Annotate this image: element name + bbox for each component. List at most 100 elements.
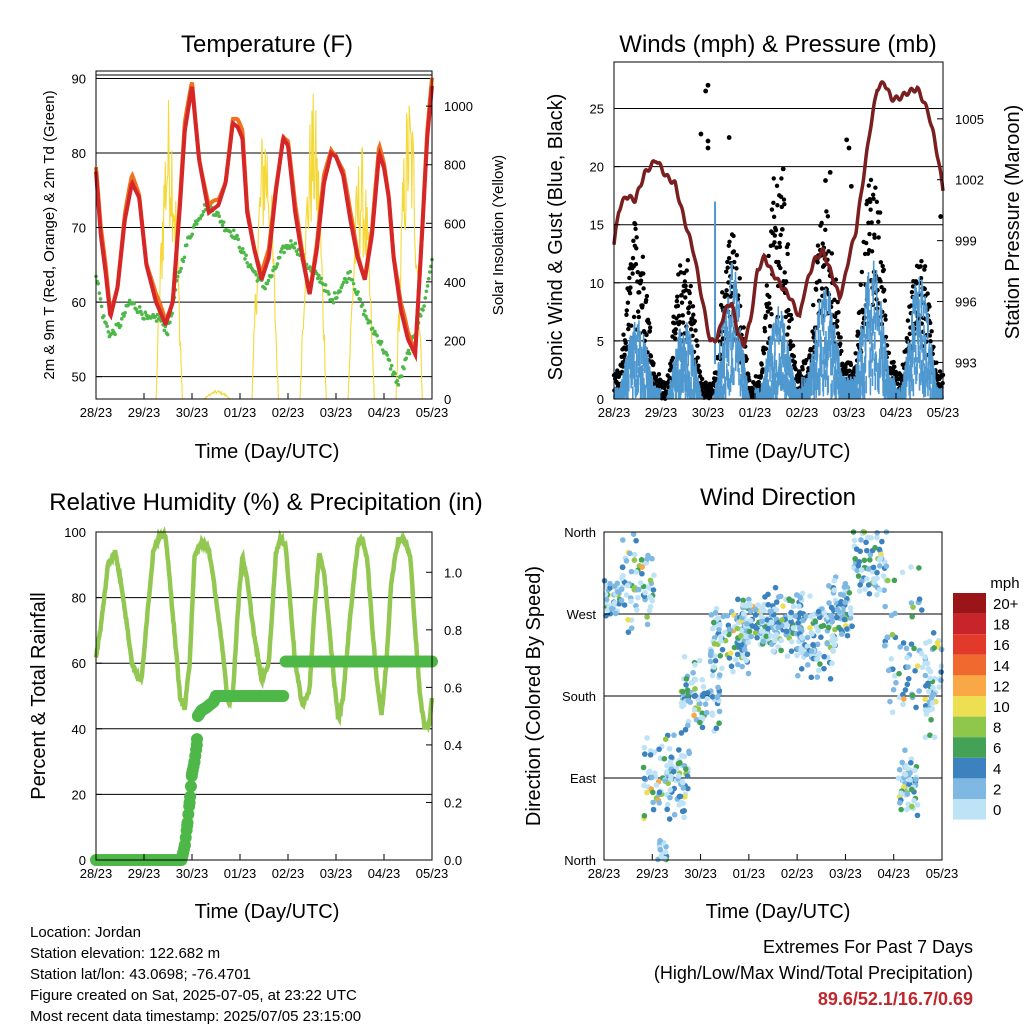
direction-point	[717, 634, 724, 640]
direction-point	[867, 552, 874, 558]
direction-point	[887, 698, 893, 705]
direction-point	[897, 800, 903, 806]
direction-point	[874, 529, 880, 536]
gust-point	[785, 251, 790, 257]
direction-point	[840, 592, 847, 599]
y2-tick-label: 1002	[955, 173, 984, 188]
direction-point	[916, 596, 923, 602]
direction-point	[676, 802, 683, 808]
gust-point	[686, 310, 691, 316]
direction-point	[666, 816, 673, 822]
direction-point	[855, 562, 862, 569]
direction-point	[842, 599, 848, 606]
dewpoint-point	[380, 348, 385, 352]
direction-point	[656, 800, 662, 806]
direction-point	[925, 681, 931, 688]
direction-point	[715, 684, 721, 691]
gust-point	[690, 316, 695, 321]
gust-point	[767, 323, 773, 329]
direction-point	[683, 766, 689, 772]
gust-point	[864, 201, 869, 207]
dewpoint-point	[387, 358, 392, 362]
gust-point	[853, 351, 858, 356]
gust-point	[747, 377, 752, 383]
direction-point	[914, 802, 921, 808]
y-tick-label: 40	[72, 722, 86, 737]
direction-point	[712, 610, 719, 616]
direction-point	[874, 569, 880, 576]
direction-point	[691, 712, 697, 719]
direction-point	[862, 586, 868, 592]
x-tick-label: 04/23	[368, 405, 401, 420]
direction-point	[754, 634, 760, 641]
gust-point	[881, 287, 887, 293]
x-tick-label: 03/23	[829, 866, 862, 881]
dewpoint-point	[240, 246, 245, 251]
direction-point	[908, 760, 914, 766]
direction-point	[679, 688, 686, 695]
y2-tick-label: 600	[444, 216, 466, 231]
gust-point	[771, 200, 776, 205]
direction-point	[646, 607, 653, 614]
direction-point	[829, 618, 836, 625]
precip-point	[183, 800, 196, 813]
direction-point	[831, 577, 837, 584]
dewpoint-point	[97, 291, 102, 295]
direction-point	[768, 619, 775, 626]
direction-point	[784, 653, 791, 659]
direction-point	[738, 633, 744, 639]
gust-point	[838, 335, 843, 340]
gust-point	[788, 339, 793, 344]
direction-point	[908, 564, 914, 570]
direction-point	[851, 537, 858, 544]
direction-point	[759, 618, 765, 625]
direction-point	[908, 641, 915, 647]
direction-point	[735, 596, 741, 603]
gust-point	[759, 362, 764, 367]
legend-swatch	[953, 593, 986, 614]
direction-point	[775, 594, 782, 600]
legend-swatch	[953, 696, 986, 717]
dewpoint-point	[327, 292, 331, 296]
direction-point	[755, 602, 761, 608]
direction-point	[684, 773, 691, 779]
direction-point	[637, 580, 644, 586]
direction-point	[708, 612, 715, 618]
dewpoint-point	[102, 314, 106, 318]
gust-point	[687, 290, 692, 296]
direction-point	[768, 641, 775, 647]
gust-point	[895, 381, 900, 387]
dewpoint-point	[178, 269, 182, 274]
direction-point	[865, 566, 872, 572]
direction-point	[826, 583, 832, 589]
direction-point	[678, 730, 685, 736]
gust-point	[820, 241, 825, 246]
dewpoint-point	[255, 279, 260, 283]
gust-point	[793, 367, 798, 372]
direction-point	[891, 577, 898, 584]
gust-point	[764, 283, 770, 288]
gust-point	[892, 364, 897, 370]
direction-point	[816, 651, 822, 658]
gust-point	[633, 221, 638, 227]
dewpoint-point	[395, 379, 400, 383]
direction-point	[911, 645, 917, 652]
direction-point	[922, 707, 929, 713]
direction-point	[650, 789, 656, 796]
gust-point	[815, 260, 820, 265]
direction-point	[621, 602, 628, 608]
legend-label: 10	[993, 699, 1010, 716]
gust-point	[870, 192, 876, 198]
gust-point	[697, 369, 703, 374]
direction-point	[896, 766, 903, 773]
humidity-xlabel: Time (Day/UTC)	[195, 901, 340, 923]
gust-point	[876, 235, 881, 240]
direction-point	[608, 605, 615, 612]
direction-point	[666, 745, 673, 752]
gust-point	[631, 314, 637, 320]
direction-point	[765, 591, 771, 598]
dewpoint-point	[404, 356, 409, 361]
direction-point	[760, 638, 767, 645]
direction-point	[931, 691, 937, 698]
legend-swatch	[953, 778, 986, 799]
